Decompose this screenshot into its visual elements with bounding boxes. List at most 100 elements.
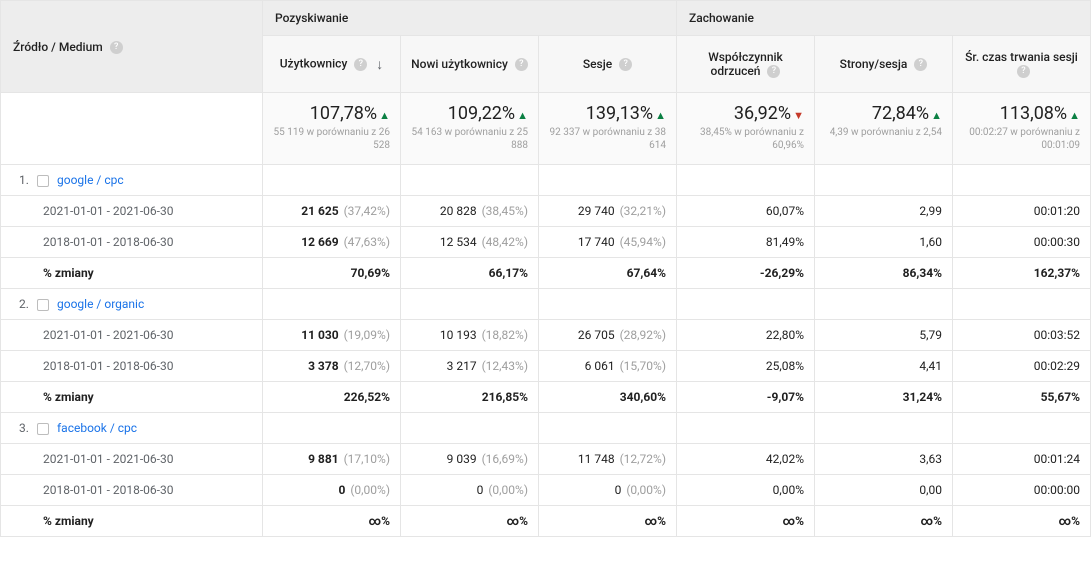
metric-value: 00:02:29 (1034, 359, 1080, 373)
help-icon[interactable]: ? (914, 58, 927, 71)
date-range-row: 2018-01-01 - 2018-06-300 (0,00%)0 (0,00%… (1, 475, 1091, 506)
metric-value: 12 534 (440, 235, 477, 249)
metric-pages: 3,63 (815, 444, 953, 475)
summary-sessions: 139,13%▲ 92 337 w porównaniu z 38 614 (539, 93, 677, 165)
metric-value: 1,60 (919, 235, 942, 249)
row-checkbox[interactable] (37, 423, 49, 435)
header-dimension[interactable]: Źródło / Medium ? (1, 1, 263, 93)
metric-value: 10 193 (440, 328, 477, 342)
metric-value: 17 740 (578, 235, 615, 249)
empty-cell (953, 289, 1091, 320)
metric-value: 0,00 (919, 483, 942, 497)
sort-descending-icon: ↓ (376, 56, 383, 73)
metric-value: 11 748 (578, 452, 615, 466)
summary-value: 107,78% (310, 103, 377, 124)
row-checkbox[interactable] (37, 175, 49, 187)
help-icon[interactable]: ? (767, 65, 780, 78)
change-bounce: -9,07% (677, 382, 815, 413)
summary-value: 139,13% (586, 103, 653, 124)
metric-value: 81,49% (766, 235, 804, 249)
header-new-users[interactable]: Nowi użytkownicy ? (401, 36, 539, 93)
header-pages-per-session[interactable]: Strony/sesja ? (815, 36, 953, 93)
summary-comparison: 92 337 w porównaniu z 38 614 (549, 126, 666, 152)
change-duration: 162,37% (953, 258, 1091, 289)
help-icon[interactable]: ? (110, 41, 123, 54)
metric-percent: (37,42%) (344, 204, 390, 218)
summary-duration: 113,08%▲00:02:27 w porównaniu z 00:01:09 (953, 93, 1091, 165)
header-bounce-rate[interactable]: Współczynnik odrzuceń ? (677, 36, 815, 93)
help-icon[interactable]: ? (619, 58, 632, 71)
metric-bounce: 81,49% (677, 227, 815, 258)
metric-bounce: 0,00% (677, 475, 815, 506)
arrow-up-icon: ▲ (379, 109, 390, 122)
source-medium-link[interactable]: google / organic (57, 297, 144, 311)
date-range-row: 2021-01-01 - 2021-06-309 881 (17,10%)9 0… (1, 444, 1091, 475)
metric-new_users: 12 534 (48,42%) (401, 227, 539, 258)
empty-cell (539, 289, 677, 320)
summary-bounce: 36,92%▼38,45% w porównaniu z 60,96% (677, 93, 815, 165)
empty-cell (401, 413, 539, 444)
metric-value: 25,08% (766, 359, 804, 373)
metric-percent: (12,70%) (344, 359, 390, 373)
metric-value: 00:00:30 (1034, 235, 1080, 249)
summary-comparison: 4,39 w porównaniu z 2,54 (825, 126, 942, 139)
metric-percent: (12,43%) (482, 359, 528, 373)
row-checkbox[interactable] (37, 299, 49, 311)
empty-cell (953, 413, 1091, 444)
change-pages: 86,34% (815, 258, 953, 289)
help-icon[interactable]: ? (1017, 65, 1030, 78)
change-pages: 31,24% (815, 382, 953, 413)
metric-new_users: 0 (0,00%) (401, 475, 539, 506)
metric-percent: (17,10%) (344, 452, 390, 466)
metric-sessions: 6 061 (15,70%) (539, 351, 677, 382)
source-medium-link[interactable]: facebook / cpc (57, 421, 137, 435)
metric-percent: (15,70%) (620, 359, 666, 373)
metric-percent: (48,42%) (482, 235, 528, 249)
percent-change-row: % zmiany∞%∞%∞%∞%∞%∞% (1, 506, 1091, 537)
summary-comparison: 38,45% w porównaniu z 60,96% (687, 126, 804, 152)
date-range-label: 2018-01-01 - 2018-06-30 (1, 227, 263, 258)
metric-value: 3 378 (308, 359, 339, 373)
metric-value: 22,80% (766, 328, 804, 342)
metric-value: 29 740 (578, 204, 615, 218)
metric-users: 12 669 (47,63%) (263, 227, 401, 258)
source-row: 3.facebook / cpc (1, 413, 1091, 444)
metric-bounce: 25,08% (677, 351, 815, 382)
metric-value: 0,00% (773, 483, 804, 497)
metric-value: 12 669 (301, 235, 338, 249)
metric-value: 0 (338, 483, 345, 497)
metric-value: 2,99 (919, 204, 942, 218)
metric-sessions: 17 740 (45,94%) (539, 227, 677, 258)
summary-comparison: 00:02:27 w porównaniu z 00:01:09 (963, 126, 1080, 152)
source-medium-link[interactable]: google / cpc (57, 173, 124, 187)
metric-value: 0 (615, 483, 622, 497)
change-pages: ∞% (815, 506, 953, 537)
empty-cell (539, 413, 677, 444)
metric-value: 00:01:20 (1034, 204, 1080, 218)
metric-value: 00:00:00 (1034, 483, 1080, 497)
header-avg-session-duration[interactable]: Śr. czas trwania sesji ? (953, 36, 1091, 93)
change-duration: ∞% (953, 506, 1091, 537)
date-range-row: 2018-01-01 - 2018-06-303 378 (12,70%)3 2… (1, 351, 1091, 382)
metric-percent: (28,92%) (620, 328, 666, 342)
metric-users: 3 378 (12,70%) (263, 351, 401, 382)
metric-percent: (32,21%) (620, 204, 666, 218)
header-users[interactable]: Użytkownicy ? ↓ (263, 36, 401, 93)
metric-sessions: 29 740 (32,21%) (539, 196, 677, 227)
metric-value: 20 828 (440, 204, 477, 218)
metric-pages: 4,41 (815, 351, 953, 382)
empty-cell (677, 289, 815, 320)
metric-percent: (47,63%) (344, 235, 390, 249)
metric-sessions: 26 705 (28,92%) (539, 320, 677, 351)
arrow-up-icon: ▲ (655, 109, 666, 122)
metric-value: 6 061 (585, 359, 615, 373)
metric-value: 9 039 (447, 452, 477, 466)
metric-pages: 1,60 (815, 227, 953, 258)
help-icon[interactable]: ? (354, 58, 367, 71)
metric-percent: (18,82%) (482, 328, 528, 342)
help-icon[interactable]: ? (515, 58, 528, 71)
arrow-up-icon: ▲ (1069, 109, 1080, 122)
summary-value: 72,84% (872, 103, 929, 124)
date-range-row: 2021-01-01 - 2021-06-3021 625 (37,42%)20… (1, 196, 1091, 227)
header-sessions[interactable]: Sesje ? (539, 36, 677, 93)
